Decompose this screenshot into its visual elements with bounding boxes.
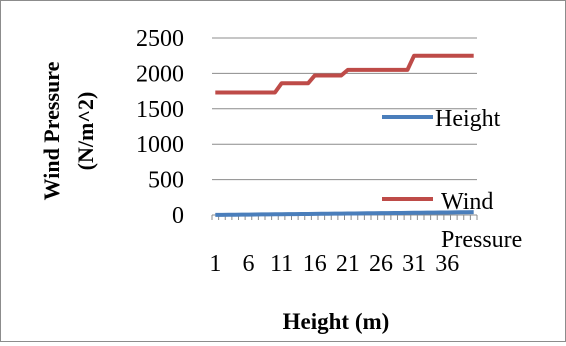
- series-line-height: [215, 210, 474, 217]
- x-tick-label-11: 11: [270, 251, 293, 277]
- y-tick-label-1000: 1000: [136, 132, 184, 158]
- x-tick-label-31: 31: [402, 251, 426, 277]
- y-tick-label-0: 0: [172, 203, 184, 229]
- legend-label-wind-pressure-line-2: Pressure: [441, 227, 522, 253]
- gridlines: [212, 37, 477, 181]
- y-tick-label-2000: 2000: [136, 61, 184, 87]
- y-tick-label-2500: 2500: [136, 26, 184, 52]
- y-axis-label-line-1: Wind Pressure: [39, 61, 64, 200]
- x-tick-label-36: 36: [435, 251, 459, 277]
- x-tick-label-26: 26: [369, 251, 393, 277]
- x-tick-label-16: 16: [303, 251, 327, 277]
- y-tick-label-500: 500: [148, 168, 184, 194]
- series-line-wind-pressure: [215, 53, 474, 95]
- y-axis-label-line-2: (N/m^2): [73, 92, 98, 171]
- x-tick-labels: 1 6 11 16 21 26 31 36: [209, 251, 459, 277]
- legend-label-height: Height: [435, 106, 501, 132]
- series-lines: [215, 53, 474, 217]
- y-tick-label-1500: 1500: [136, 97, 184, 123]
- x-tick-label-6: 6: [242, 251, 254, 277]
- x-tick-label-1: 1: [209, 251, 221, 277]
- y-tick-labels: 0 500 1000 1500 2000 2500: [136, 26, 184, 229]
- legend: Height Wind Pressure: [382, 106, 522, 253]
- x-axis-label: Height (m): [283, 309, 390, 334]
- legend-label-wind-pressure-line-1: Wind: [441, 189, 493, 215]
- x-tick-label-21: 21: [336, 251, 360, 277]
